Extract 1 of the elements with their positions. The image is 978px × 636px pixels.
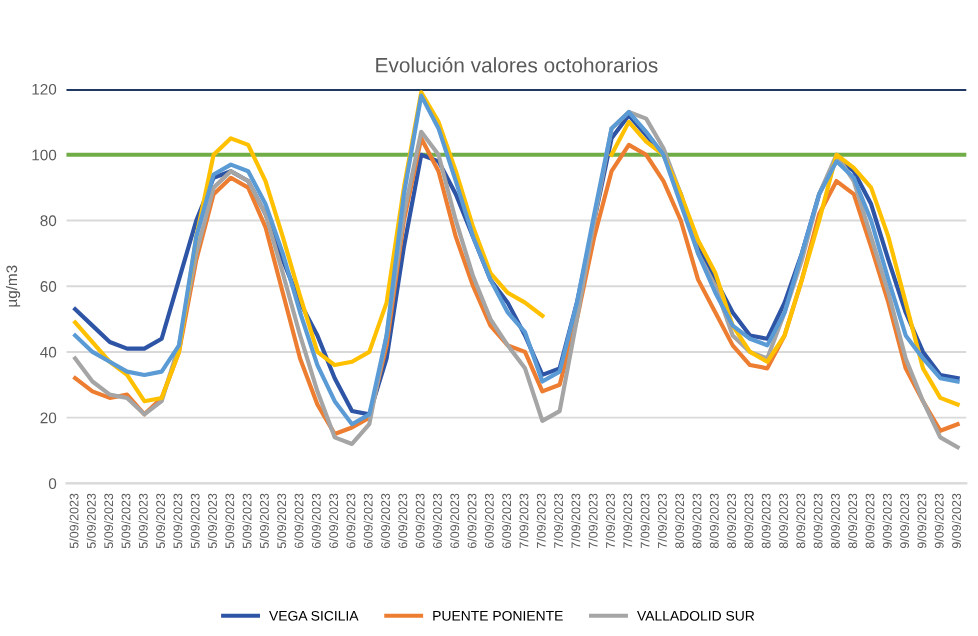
chart-title: Evolución valores octohorarios xyxy=(376,57,658,73)
